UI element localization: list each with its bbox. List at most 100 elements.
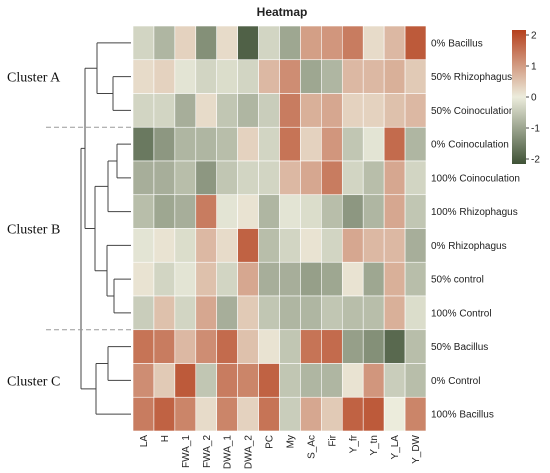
row-label-0-control: 0% Control: [431, 376, 480, 387]
heatmap-cell-0-bacillus-s-ac: [300, 25, 322, 61]
legend-tick-label: 0: [531, 93, 537, 104]
heatmap-cell-100-rhizophagus-fwa-2: [195, 194, 218, 229]
column-label-fwa-2: FWA_2: [202, 435, 213, 468]
heatmap-cell-50-control-y-fr: [341, 261, 364, 297]
heatmap-cell-50-control-y-tn: [362, 261, 385, 297]
heatmap-cell-100-control-y-tn: [362, 295, 385, 331]
heatmap-cell-0-bacillus-fwa-2: [195, 25, 218, 61]
heatmap-cells: [132, 25, 427, 432]
column-label-y-fr: Y_fr: [348, 434, 359, 453]
heatmap-cell-50-bacillus-la: [132, 329, 155, 364]
heatmap-cell-0-control-fwa-1: [174, 363, 197, 398]
heatmap-cell-100-rhizophagus-fwa-1: [174, 194, 197, 229]
heatmap-cell-50-rhizophagus-dwa-2: [237, 59, 259, 94]
heatmap-cell-0-coinoculation-s-ac: [300, 126, 322, 162]
heatmap-cell-100-rhizophagus-dwa-1: [216, 194, 238, 229]
heatmap-cell-100-bacillus-y-fr: [341, 396, 364, 432]
heatmap-cell-50-control-la: [132, 261, 155, 297]
heatmap-cell-0-rhizophagus-y-dw: [404, 228, 427, 263]
dendro-link-b2: [107, 160, 131, 213]
heatmap-cell-100-rhizophagus-la: [132, 194, 155, 229]
heatmap-cell-100-rhizophagus-s-ac: [300, 194, 322, 229]
heatmap-cell-50-coinoculation-s-ac: [300, 93, 322, 128]
heatmap-cell-0-bacillus-y-dw: [404, 25, 427, 61]
heatmap-cell-100-rhizophagus-dwa-2: [237, 194, 259, 229]
heatmap-cell-0-control-dwa-2: [237, 363, 259, 398]
heatmap-cell-50-coinoculation-fwa-2: [195, 93, 218, 128]
heatmap-cell-0-rhizophagus-dwa-1: [216, 228, 238, 263]
dendro-link-a1: [112, 76, 131, 111]
heatmap-cell-100-coinoculation-y-tn: [362, 160, 385, 196]
heatmap-cell-50-coinoculation-y-dw: [404, 93, 427, 128]
heatmap-cell-100-coinoculation-my: [279, 160, 301, 196]
heatmap-cell-0-coinoculation-y-tn: [362, 126, 385, 162]
heatmap-cell-100-bacillus-y-dw: [404, 396, 427, 432]
column-label-fwa-1: FWA_1: [181, 435, 192, 468]
heatmap-cell-50-rhizophagus-s-ac: [300, 59, 322, 94]
heatmap-cell-0-coinoculation-y-dw: [404, 126, 427, 162]
heatmap-cell-50-bacillus-y-la: [383, 329, 406, 364]
heatmap-cell-0-rhizophagus-y-tn: [362, 228, 385, 263]
heatmap-cell-0-coinoculation-fwa-2: [195, 126, 218, 162]
heatmap-cell-50-coinoculation-fir: [321, 93, 343, 128]
heatmap-cell-100-bacillus-dwa-1: [216, 396, 238, 432]
column-label-y-tn: Y_tn: [369, 435, 380, 456]
row-label-100-coinoculation: 100% Coinoculation: [431, 173, 520, 184]
heatmap-cell-50-rhizophagus-y-tn: [362, 59, 385, 94]
heatmap-cell-50-coinoculation-my: [279, 93, 301, 128]
heatmap-cell-100-control-y-la: [383, 295, 406, 331]
heatmap-cell-100-rhizophagus-my: [279, 194, 301, 229]
heatmap-cell-100-coinoculation-fwa-1: [174, 160, 197, 196]
heatmap-cell-50-rhizophagus-my: [279, 59, 301, 94]
column-label-pc: PC: [265, 435, 276, 449]
heatmap-cell-100-coinoculation-la: [132, 160, 155, 196]
heatmap-cell-100-coinoculation-s-ac: [300, 160, 322, 196]
legend-tick-label: 2: [531, 31, 537, 42]
heatmap-cell-0-control-y-dw: [404, 363, 427, 398]
heatmap-cell-50-rhizophagus-y-dw: [404, 59, 427, 94]
heatmap-cell-50-control-y-la: [383, 261, 406, 297]
row-label-0-rhizophagus: 0% Rhizophagus: [431, 241, 507, 252]
heatmap-cell-50-bacillus-fwa-2: [195, 329, 218, 364]
heatmap-cell-100-coinoculation-y-fr: [341, 160, 364, 196]
heatmap-cell-50-control-pc: [258, 261, 280, 297]
cluster-labels: Cluster A Cluster B Cluster C: [7, 71, 61, 390]
legend-tick-label: -2: [531, 155, 540, 166]
column-label-my: My: [285, 435, 296, 448]
dendro-link-b1: [116, 143, 131, 179]
heatmap-cell-100-control-dwa-1: [216, 295, 238, 331]
heatmap-cell-50-control-fwa-1: [174, 261, 197, 297]
dendro-link-root: [80, 147, 96, 390]
heatmap-cell-50-bacillus-fir: [321, 329, 343, 364]
heatmap-cell-100-bacillus-dwa-2: [237, 396, 259, 432]
heatmap-cell-100-bacillus-fwa-2: [195, 396, 218, 432]
column-label-la: LA: [139, 435, 150, 448]
heatmap-cell-0-control-la: [132, 363, 155, 398]
row-label-50-coinoculation: 50% Coinoculation: [431, 106, 514, 117]
heatmap-cell-100-bacillus-my: [279, 396, 301, 432]
heatmap-cell-50-control-my: [279, 261, 301, 297]
heatmap-cell-50-bacillus-s-ac: [300, 329, 322, 364]
heatmap-cell-100-bacillus-h: [153, 396, 176, 432]
heatmap-cell-50-coinoculation-y-fr: [341, 93, 364, 128]
heatmap-cell-100-control-la: [132, 295, 155, 331]
heatmap-cell-50-control-dwa-2: [237, 261, 259, 297]
heatmap-cell-100-coinoculation-fwa-2: [195, 160, 218, 196]
row-labels: 0% Bacillus 50% Rhizophagus 50% Coinoculat…: [431, 38, 520, 420]
heatmap-cell-50-coinoculation-h: [153, 93, 176, 128]
heatmap-cell-100-coinoculation-h: [153, 160, 176, 196]
heatmap-cell-0-control-pc: [258, 363, 280, 398]
heatmap-cell-0-bacillus-dwa-1: [216, 25, 238, 61]
row-dendrogram: [80, 42, 131, 415]
heatmap-cell-100-coinoculation-y-dw: [404, 160, 427, 196]
heatmap-cell-0-rhizophagus-h: [153, 228, 176, 263]
dendro-link-b5: [94, 185, 108, 272]
column-label-h: H: [160, 435, 171, 442]
heatmap-cell-50-control-fwa-2: [195, 261, 218, 297]
row-label-100-rhizophagus: 100% Rhizophagus: [431, 207, 518, 218]
heatmap-cell-50-coinoculation-la: [132, 93, 155, 128]
legend-tick-label: 1: [531, 62, 537, 73]
heatmap-cell-0-bacillus-la: [132, 25, 155, 61]
heatmap-cell-100-control-fwa-2: [195, 295, 218, 331]
